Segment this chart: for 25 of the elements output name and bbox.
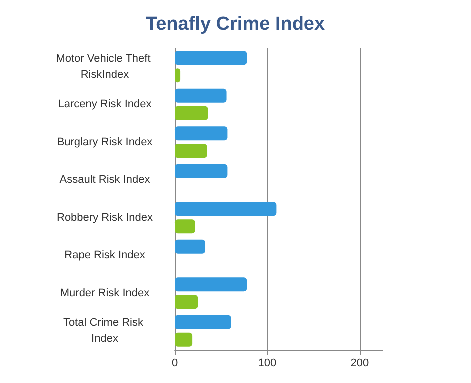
y-tick-label: Rape Risk Index [64,250,146,262]
x-tick-label: 0 [172,358,178,370]
y-tick-label: Assault Risk Index [60,174,151,186]
bar [175,88,227,103]
y-tick-label: Total Crime Risk Index [63,317,147,346]
x-tick-label: 100 [258,358,277,370]
bar [175,220,196,234]
y-tick-label: Murder Risk Index [60,287,150,300]
bar [175,126,228,141]
y-tick-label: Larceny Risk Index [58,98,152,111]
bar [175,315,232,330]
bar [175,332,193,347]
bar [175,202,277,216]
bar [175,164,228,178]
y-tick-label: Motor Vehicle Theft RiskIndex [56,52,154,81]
bar [175,144,208,158]
bar [175,278,248,292]
bar [175,295,198,310]
bar [175,106,208,120]
x-tick-label: 200 [350,358,370,370]
y-tick-label: Robbery Risk Index [57,212,154,224]
y-tick-label: Burglary Risk Index [57,136,154,148]
bar [175,51,248,66]
bar [175,240,206,254]
chart-title: Tenafly Crime Index [146,14,326,35]
